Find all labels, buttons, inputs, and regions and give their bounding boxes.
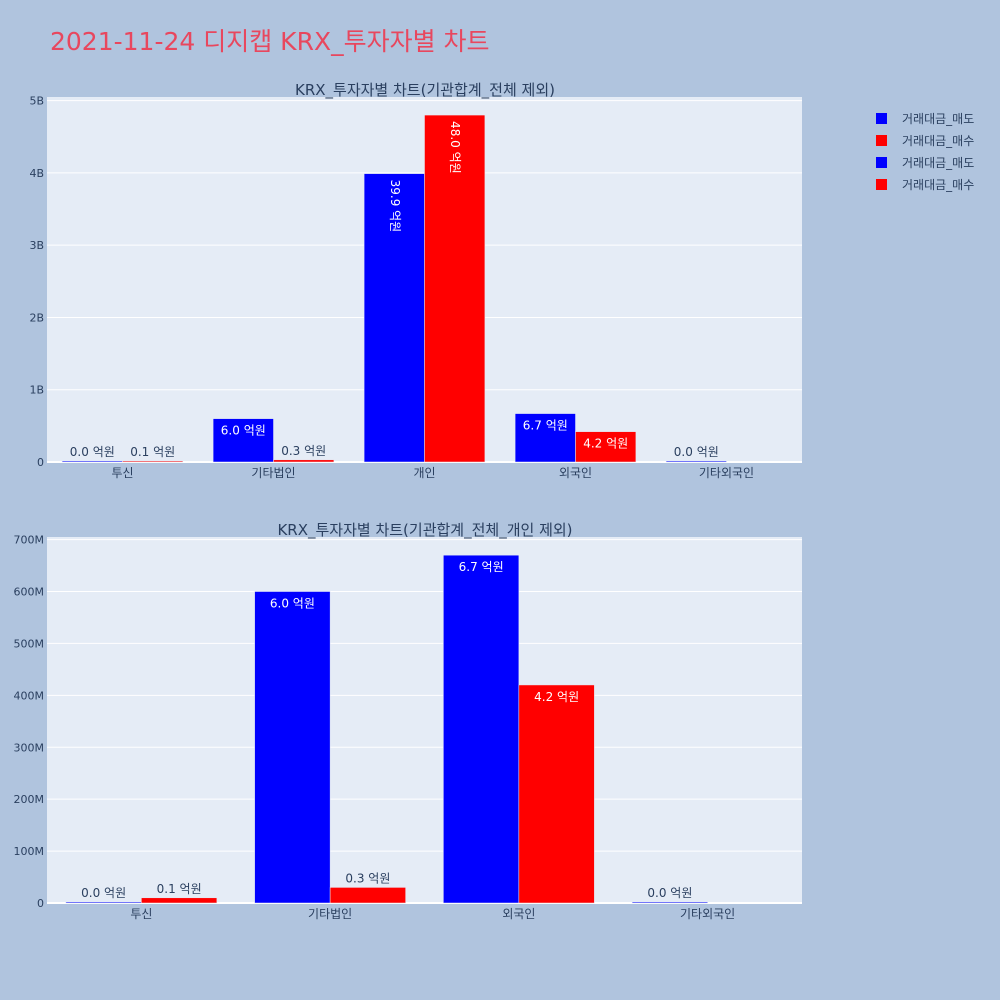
data-label: 0.3 억원 <box>281 444 326 458</box>
chart-title: KRX_투자자별 차트(기관합계_전체_개인 제외) <box>277 521 572 540</box>
bar <box>665 460 727 463</box>
bar <box>122 460 184 463</box>
page-title: 2021-11-24 디지캡 KRX_투자자별 차트 <box>50 27 490 56</box>
data-label: 0.1 억원 <box>130 445 175 459</box>
data-label: 0.0 억원 <box>674 445 719 459</box>
x-tick-label: 투신 <box>130 907 152 921</box>
data-label: 4.2 억원 <box>534 690 579 704</box>
bar <box>443 554 520 904</box>
bar <box>631 901 708 904</box>
legend-swatch <box>876 134 887 146</box>
legend-label: 거래대금_매수 <box>902 133 975 148</box>
x-tick-label: 기타법인 <box>251 466 295 480</box>
bar <box>575 431 637 463</box>
x-tick-label: 투신 <box>111 466 133 480</box>
x-tick-label: 외국인 <box>502 907 535 921</box>
data-label: 48.0 억원 <box>448 121 462 174</box>
bar <box>254 591 331 904</box>
data-label: 0.3 억원 <box>345 871 390 885</box>
legend: 거래대금_매도 거래대금_매수 거래대금_매도 거래대금_매수 <box>876 107 974 195</box>
y-tick-label: 600M <box>14 586 45 599</box>
legend-label: 거래대금_매도 <box>902 155 975 170</box>
data-label: 6.0 억원 <box>221 424 266 438</box>
bar <box>514 413 576 463</box>
legend-item[interactable]: 거래대금_매수 <box>876 129 974 151</box>
x-tick-label: 기타외국인 <box>680 907 735 921</box>
y-tick-label: 200M <box>14 793 45 806</box>
y-tick-label: 3B <box>29 239 44 252</box>
legend-item[interactable]: 거래대금_매도 <box>876 151 974 173</box>
y-tick-label: 300M <box>14 741 45 754</box>
y-tick-label: 400M <box>14 689 45 702</box>
data-label: 0.0 억원 <box>647 886 692 900</box>
data-label: 6.0 억원 <box>270 597 315 611</box>
y-tick-label: 4B <box>29 167 44 180</box>
legend-swatch <box>876 156 887 168</box>
y-tick-label: 5B <box>29 95 44 108</box>
plot-area <box>47 537 802 903</box>
y-tick-label: 2B <box>29 311 44 324</box>
bar <box>212 418 274 463</box>
bar <box>273 459 335 463</box>
data-label: 4.2 억원 <box>583 437 628 451</box>
data-label: 39.9 억원 <box>388 180 402 233</box>
y-tick-label: 100M <box>14 845 45 858</box>
y-tick-label: 0 <box>37 897 44 910</box>
legend-item[interactable]: 거래대금_매수 <box>876 173 974 195</box>
bar <box>518 684 595 904</box>
x-tick-label: 외국인 <box>559 466 592 480</box>
x-tick-label: 기타법인 <box>308 907 352 921</box>
legend-label: 거래대금_매도 <box>902 111 975 126</box>
legend-swatch <box>876 112 887 124</box>
data-label: 0.0 억원 <box>81 886 126 900</box>
x-tick-label: 기타외국인 <box>699 466 754 480</box>
legend-label: 거래대금_매수 <box>902 177 975 192</box>
y-tick-label: 500M <box>14 637 45 650</box>
chart-title: KRX_투자자별 차트(기관합계_전체 제외) <box>295 81 555 100</box>
x-tick-label: 개인 <box>413 466 435 480</box>
legend-item[interactable]: 거래대금_매도 <box>876 107 974 129</box>
bar <box>141 897 218 904</box>
data-label: 0.0 억원 <box>70 445 115 459</box>
legend-swatch <box>876 178 887 190</box>
bar <box>424 114 486 463</box>
chart-krx-excl-institution-total: 0 1B 2B 3B 4B 5B KRX_투자자별 차트(기관합계_전체 제외) 투신 0.0 … <box>29 81 802 480</box>
y-tick-label: 1B <box>29 384 44 397</box>
data-label: 0.1 억원 <box>157 882 202 896</box>
data-label: 6.7 억원 <box>459 560 504 574</box>
y-tick-label: 700M <box>14 534 45 547</box>
y-tick-label: 0 <box>37 456 44 469</box>
data-label: 6.7 억원 <box>523 419 568 433</box>
bar <box>329 887 406 904</box>
bar <box>65 901 142 904</box>
